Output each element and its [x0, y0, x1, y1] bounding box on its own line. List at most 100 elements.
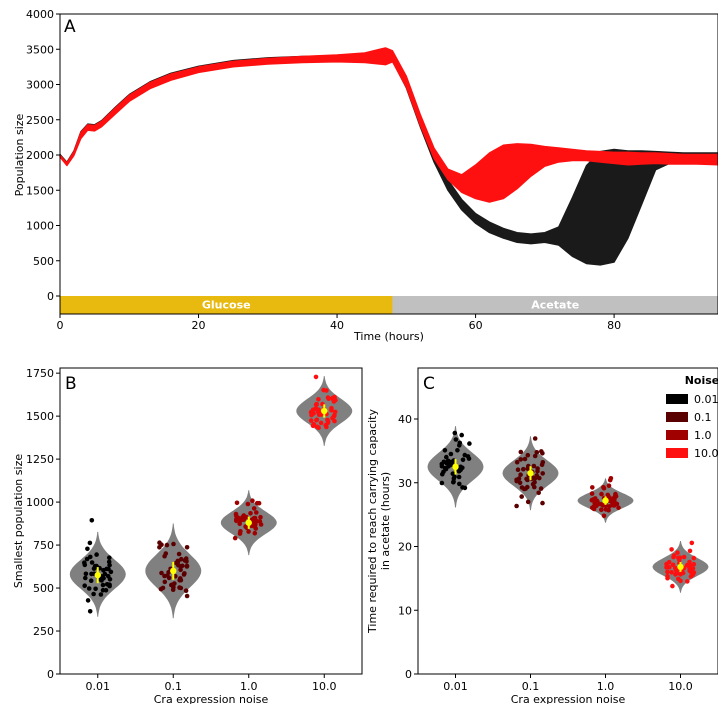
plot-frame: [417, 367, 718, 675]
data-point: [253, 526, 259, 531]
legend-title: Noise: [685, 374, 718, 387]
x-tick-label: 1.0: [240, 680, 258, 693]
data-point: [258, 514, 263, 520]
data-point: [669, 547, 674, 552]
data-point: [157, 540, 162, 545]
data-point: [318, 420, 324, 426]
data-point: [466, 456, 472, 461]
data-point: [182, 571, 187, 576]
y-tick-label: 1000: [26, 220, 54, 233]
data-point: [107, 562, 112, 568]
x-tick-label: 0.1: [522, 680, 540, 693]
data-point: [183, 556, 189, 561]
y-tick-label: 1250: [26, 453, 54, 466]
data-point: [689, 570, 694, 575]
panel-letter: B: [65, 374, 77, 394]
y-tick-label: 1500: [26, 410, 54, 423]
data-point: [157, 545, 162, 550]
mean-marker: [452, 463, 459, 471]
data-point: [666, 559, 672, 565]
x-axis-label: Cra expression noise: [154, 693, 269, 704]
data-point: [237, 521, 242, 527]
data-point: [87, 540, 93, 546]
y-tick-label: 500: [33, 582, 54, 595]
data-point: [687, 559, 692, 565]
data-point: [331, 399, 337, 404]
data-point: [325, 395, 331, 400]
data-point: [540, 460, 546, 465]
data-point: [258, 522, 264, 527]
data-point: [606, 483, 612, 489]
data-point: [518, 449, 524, 455]
data-point: [599, 491, 604, 497]
data-point: [687, 548, 693, 554]
data-point: [252, 519, 258, 524]
data-point: [89, 571, 94, 577]
data-point: [455, 448, 460, 453]
data-point: [514, 477, 519, 483]
data-point: [457, 443, 462, 448]
legend-label: 10.0: [694, 447, 718, 460]
data-point: [170, 587, 176, 592]
data-point: [606, 508, 611, 513]
data-point: [448, 451, 454, 457]
x-tick-label: 60: [469, 319, 483, 332]
data-point: [536, 490, 541, 496]
data-point: [184, 545, 190, 550]
plot-frame: [59, 367, 363, 675]
data-point: [517, 480, 523, 486]
data-point: [537, 475, 542, 481]
panel-letter: C: [423, 374, 435, 394]
y-tick-label: 1000: [26, 496, 54, 509]
data-point: [534, 450, 540, 455]
data-point: [308, 418, 314, 423]
y-tick-label: 1750: [26, 367, 54, 380]
y-tick-label: 3500: [26, 43, 54, 56]
data-point: [313, 406, 318, 412]
data-point: [607, 477, 613, 483]
data-point: [457, 481, 462, 487]
data-point: [525, 484, 530, 490]
data-point: [522, 456, 528, 462]
data-point: [83, 571, 89, 577]
data-point: [102, 571, 108, 577]
y-tick-label: 3000: [26, 79, 54, 92]
data-point: [452, 474, 457, 480]
y-tick-label: 10: [398, 604, 412, 617]
y-tick-label: 250: [33, 625, 54, 638]
x-tick-label: 0.01: [443, 680, 468, 693]
data-point: [248, 511, 253, 516]
data-point: [89, 560, 95, 565]
data-point: [170, 582, 175, 587]
data-point: [106, 573, 111, 579]
data-point: [442, 448, 448, 453]
data-point: [178, 564, 183, 569]
mean-marker: [170, 567, 177, 575]
data-point: [165, 573, 170, 578]
data-point: [675, 550, 680, 555]
y-tick-label: 20: [398, 541, 412, 554]
y-tick-label: 4000: [26, 8, 54, 21]
data-point: [238, 529, 243, 534]
data-point: [686, 563, 692, 568]
data-point: [691, 561, 697, 567]
data-point: [314, 424, 320, 430]
legend-label: 0.01: [694, 393, 718, 406]
y-tick-label: 0: [405, 668, 412, 681]
legend-label: 1.0: [694, 429, 712, 442]
data-point: [664, 565, 669, 570]
data-point: [595, 498, 600, 504]
data-point: [616, 505, 621, 511]
phase-band: [392, 296, 718, 314]
data-point: [439, 480, 445, 486]
data-point: [94, 552, 99, 557]
phase-label: Glucose: [202, 299, 251, 312]
y-tick-label: 2500: [26, 114, 54, 127]
data-point: [609, 496, 615, 502]
data-point: [309, 412, 314, 418]
data-point: [234, 517, 239, 522]
data-point: [178, 567, 183, 573]
data-point: [532, 436, 538, 441]
data-point: [532, 484, 537, 490]
data-point: [184, 593, 190, 599]
